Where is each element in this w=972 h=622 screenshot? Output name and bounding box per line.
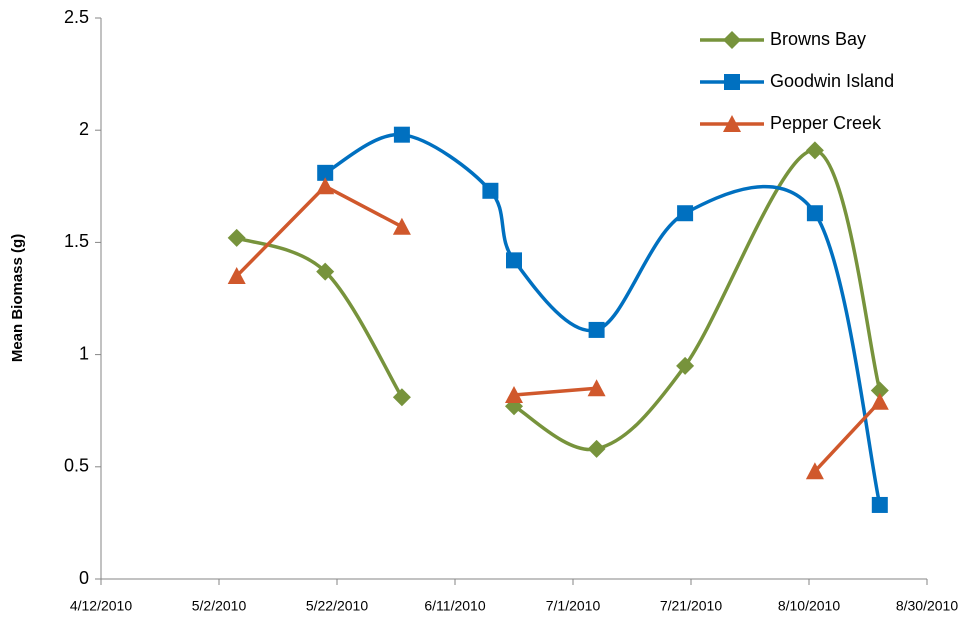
marker	[587, 379, 606, 397]
legend-label: Pepper Creek	[770, 113, 882, 133]
y-tick-label: 1.5	[64, 231, 89, 251]
marker	[871, 496, 888, 513]
marker	[677, 205, 694, 222]
x-tick-label: 5/22/2010	[306, 598, 368, 614]
marker	[587, 439, 606, 458]
marker	[482, 182, 499, 199]
x-tick-label: 7/21/2010	[660, 598, 722, 614]
marker	[588, 321, 605, 338]
marker	[227, 228, 246, 247]
y-tick-label: 1	[79, 343, 89, 363]
x-tick-label: 8/30/2010	[896, 598, 958, 614]
marker	[723, 115, 741, 132]
series-line	[513, 148, 882, 452]
series-line	[235, 184, 403, 278]
marker	[805, 141, 824, 160]
marker	[317, 164, 334, 181]
legend-label: Browns Bay	[770, 29, 866, 49]
marker	[505, 385, 523, 403]
marker	[723, 31, 741, 49]
marker	[392, 388, 411, 407]
marker	[870, 381, 889, 400]
marker	[724, 74, 740, 90]
series-line	[513, 386, 597, 397]
marker	[676, 356, 695, 375]
y-tick-label: 2	[79, 119, 89, 139]
marker	[506, 252, 522, 269]
x-tick-label: 8/10/2010	[778, 598, 840, 614]
marker	[392, 217, 411, 235]
marker	[393, 126, 410, 143]
legend-label: Goodwin Island	[770, 71, 894, 91]
series-line	[236, 236, 404, 399]
x-tick-label: 4/12/2010	[70, 598, 132, 614]
marker	[805, 462, 824, 480]
marker	[227, 267, 246, 285]
marker	[806, 205, 823, 222]
marker	[870, 392, 889, 410]
x-tick-label: 7/1/2010	[546, 598, 601, 614]
y-axis-title: Mean Biomass (g)	[9, 234, 26, 362]
series-line	[813, 400, 882, 473]
x-tick-label: 6/11/2010	[424, 598, 485, 614]
y-tick-label: 0.5	[64, 456, 89, 476]
y-tick-label: 2.5	[64, 7, 89, 27]
marker	[316, 262, 335, 281]
y-tick-label: 0	[79, 568, 89, 588]
x-tick-label: 5/2/2010	[192, 598, 247, 614]
marker	[316, 177, 335, 195]
